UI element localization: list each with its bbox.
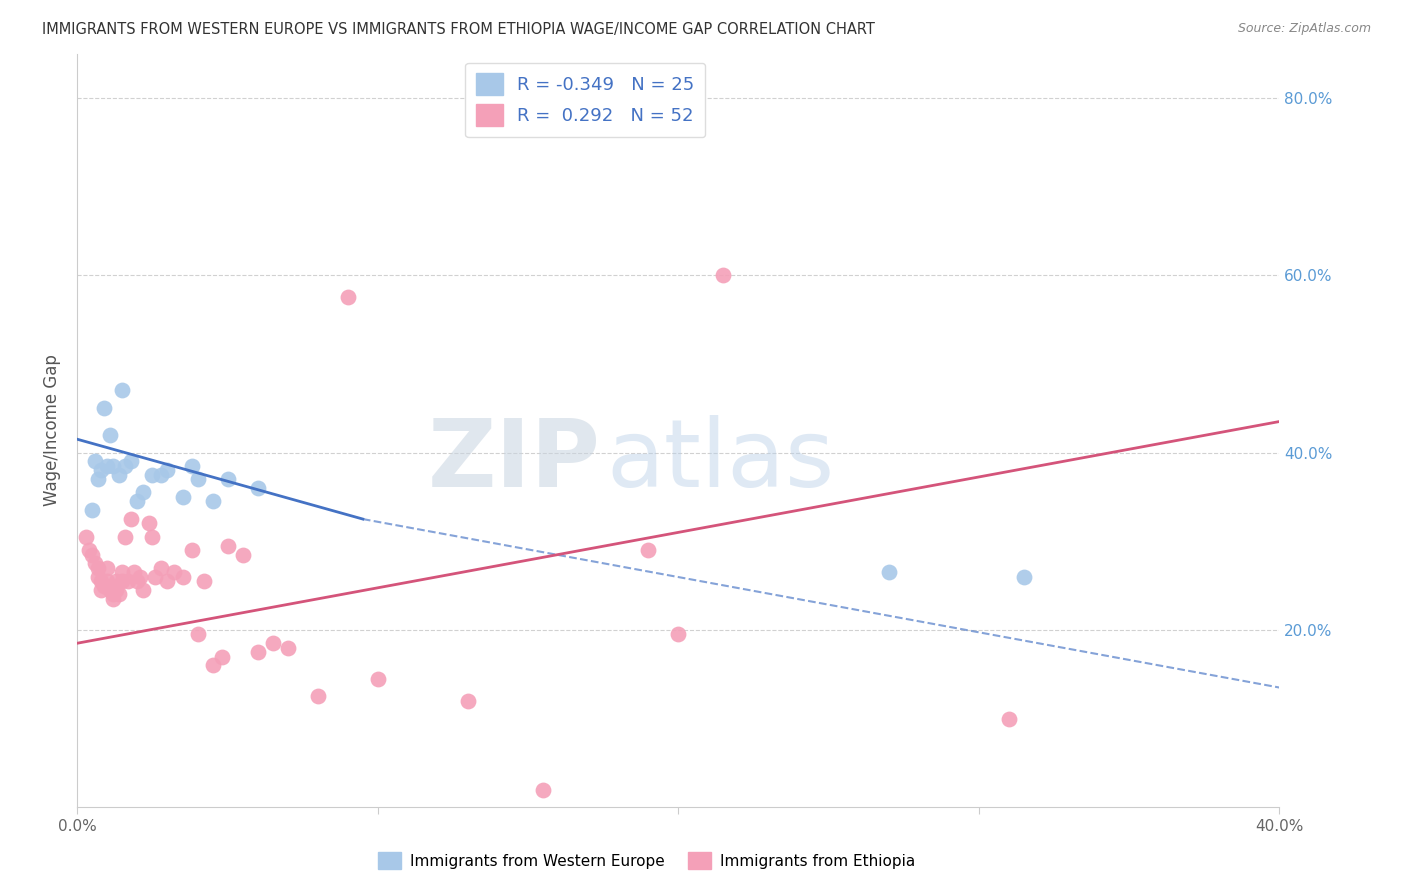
- Point: [187, 627, 209, 641]
- Point: [998, 712, 1021, 726]
- Point: [172, 570, 194, 584]
- Point: [103, 458, 125, 473]
- Point: [111, 574, 134, 589]
- Point: [713, 268, 735, 283]
- Point: [87, 561, 110, 575]
- Point: [877, 566, 900, 580]
- Point: [87, 472, 110, 486]
- Point: [336, 290, 359, 304]
- Point: [111, 384, 134, 398]
- Point: [246, 481, 269, 495]
- Point: [105, 582, 128, 597]
- Point: [156, 463, 179, 477]
- Legend: Immigrants from Western Europe, Immigrants from Ethiopia: Immigrants from Western Europe, Immigran…: [373, 846, 921, 875]
- Point: [96, 561, 118, 575]
- Point: [96, 458, 118, 473]
- Point: [120, 454, 142, 468]
- Text: atlas: atlas: [606, 415, 835, 507]
- Point: [637, 543, 659, 558]
- Point: [114, 530, 136, 544]
- Point: [129, 570, 152, 584]
- Point: [100, 582, 122, 597]
- Text: IMMIGRANTS FROM WESTERN EUROPE VS IMMIGRANTS FROM ETHIOPIA WAGE/INCOME GAP CORRE: IMMIGRANTS FROM WESTERN EUROPE VS IMMIGR…: [42, 22, 875, 37]
- Point: [103, 591, 125, 606]
- Point: [124, 566, 146, 580]
- Point: [90, 463, 112, 477]
- Point: [90, 582, 112, 597]
- Point: [145, 570, 167, 584]
- Point: [84, 454, 107, 468]
- Point: [90, 574, 112, 589]
- Point: [82, 503, 104, 517]
- Point: [100, 427, 122, 442]
- Point: [87, 570, 110, 584]
- Point: [217, 539, 239, 553]
- Point: [132, 485, 155, 500]
- Point: [103, 587, 125, 601]
- Point: [138, 516, 160, 531]
- Point: [180, 543, 202, 558]
- Point: [75, 530, 97, 544]
- Point: [82, 548, 104, 562]
- Point: [117, 574, 139, 589]
- Point: [127, 494, 149, 508]
- Point: [162, 566, 184, 580]
- Point: [211, 649, 233, 664]
- Point: [93, 401, 115, 416]
- Text: ZIP: ZIP: [427, 415, 600, 507]
- Point: [108, 467, 131, 482]
- Point: [96, 574, 118, 589]
- Point: [217, 472, 239, 486]
- Point: [187, 472, 209, 486]
- Point: [127, 574, 149, 589]
- Point: [668, 627, 690, 641]
- Point: [277, 640, 299, 655]
- Point: [457, 694, 479, 708]
- Point: [367, 672, 389, 686]
- Point: [93, 578, 115, 592]
- Point: [531, 782, 554, 797]
- Point: [150, 467, 173, 482]
- Y-axis label: Wage/Income Gap: Wage/Income Gap: [44, 354, 62, 507]
- Point: [108, 587, 131, 601]
- Point: [156, 574, 179, 589]
- Point: [120, 512, 142, 526]
- Point: [141, 530, 163, 544]
- Point: [232, 548, 254, 562]
- Point: [172, 490, 194, 504]
- Point: [114, 458, 136, 473]
- Point: [105, 574, 128, 589]
- Point: [141, 467, 163, 482]
- Point: [246, 645, 269, 659]
- Point: [201, 658, 224, 673]
- Point: [84, 557, 107, 571]
- Legend: R = -0.349   N = 25, R =  0.292   N = 52: R = -0.349 N = 25, R = 0.292 N = 52: [465, 62, 706, 137]
- Point: [150, 561, 173, 575]
- Point: [1012, 570, 1035, 584]
- Point: [201, 494, 224, 508]
- Point: [262, 636, 284, 650]
- Point: [193, 574, 215, 589]
- Point: [111, 566, 134, 580]
- Point: [180, 458, 202, 473]
- Text: Source: ZipAtlas.com: Source: ZipAtlas.com: [1237, 22, 1371, 36]
- Point: [132, 582, 155, 597]
- Point: [307, 690, 329, 704]
- Point: [79, 543, 101, 558]
